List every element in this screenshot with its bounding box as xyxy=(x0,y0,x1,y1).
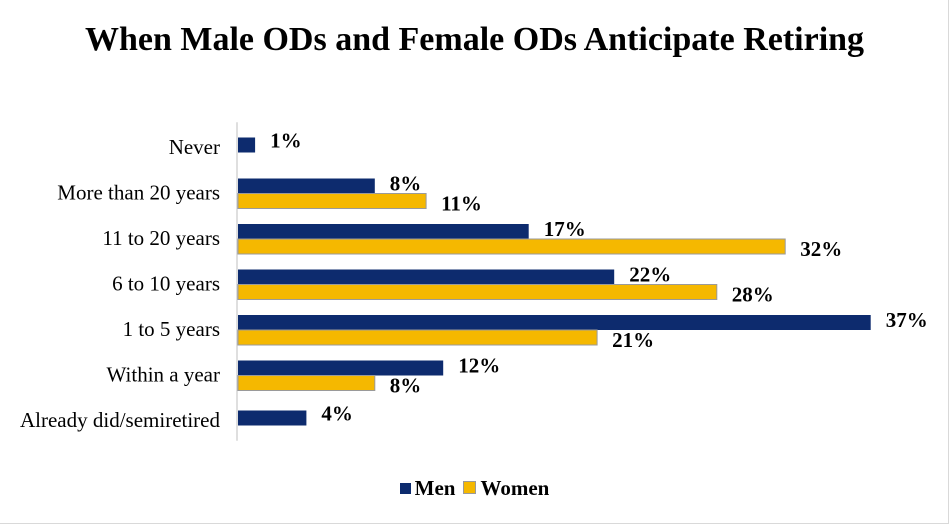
data-label: 32% xyxy=(800,237,842,261)
category-label: Within a year xyxy=(107,363,220,387)
data-label: 22% xyxy=(629,263,671,287)
legend-swatch xyxy=(463,481,477,494)
bar-men xyxy=(238,224,529,239)
data-label: 28% xyxy=(732,283,774,307)
legend-label: Women xyxy=(480,476,550,500)
category-label: Already did/semiretired xyxy=(20,408,221,432)
data-label: 8% xyxy=(390,374,422,398)
data-label: 12% xyxy=(458,354,500,378)
bar-men xyxy=(238,137,256,153)
bar-men xyxy=(238,360,444,376)
bar-men xyxy=(238,269,615,285)
legend-swatch xyxy=(399,483,411,494)
bar-women xyxy=(237,284,718,300)
category-label: 6 to 10 years xyxy=(112,272,220,296)
legend-item-women: Women xyxy=(463,476,549,501)
bar-women xyxy=(237,193,427,209)
bar-women xyxy=(237,238,786,255)
legend-item-men: Men xyxy=(399,476,456,501)
chart-title: When Male ODs and Female ODs Anticipate … xyxy=(84,21,865,58)
legend-label: Men xyxy=(414,476,456,500)
data-label: 4% xyxy=(321,402,353,426)
category-label: Never xyxy=(169,135,220,159)
data-label: 11% xyxy=(441,192,482,216)
data-label: 17% xyxy=(544,217,586,241)
bar-men xyxy=(238,178,375,194)
bar-men xyxy=(238,410,307,426)
category-label: 11 to 20 years xyxy=(102,226,220,250)
category-label: More than 20 years xyxy=(57,181,220,205)
data-label: 37% xyxy=(886,308,928,332)
bar-men xyxy=(238,315,871,330)
data-label: 1% xyxy=(270,129,302,153)
data-label: 8% xyxy=(390,172,422,196)
category-label: 1 to 5 years xyxy=(123,317,220,341)
bar-women xyxy=(237,375,376,391)
chart-legend: Men Women xyxy=(0,476,949,501)
data-label: 21% xyxy=(612,328,654,352)
bar-women xyxy=(237,329,598,346)
